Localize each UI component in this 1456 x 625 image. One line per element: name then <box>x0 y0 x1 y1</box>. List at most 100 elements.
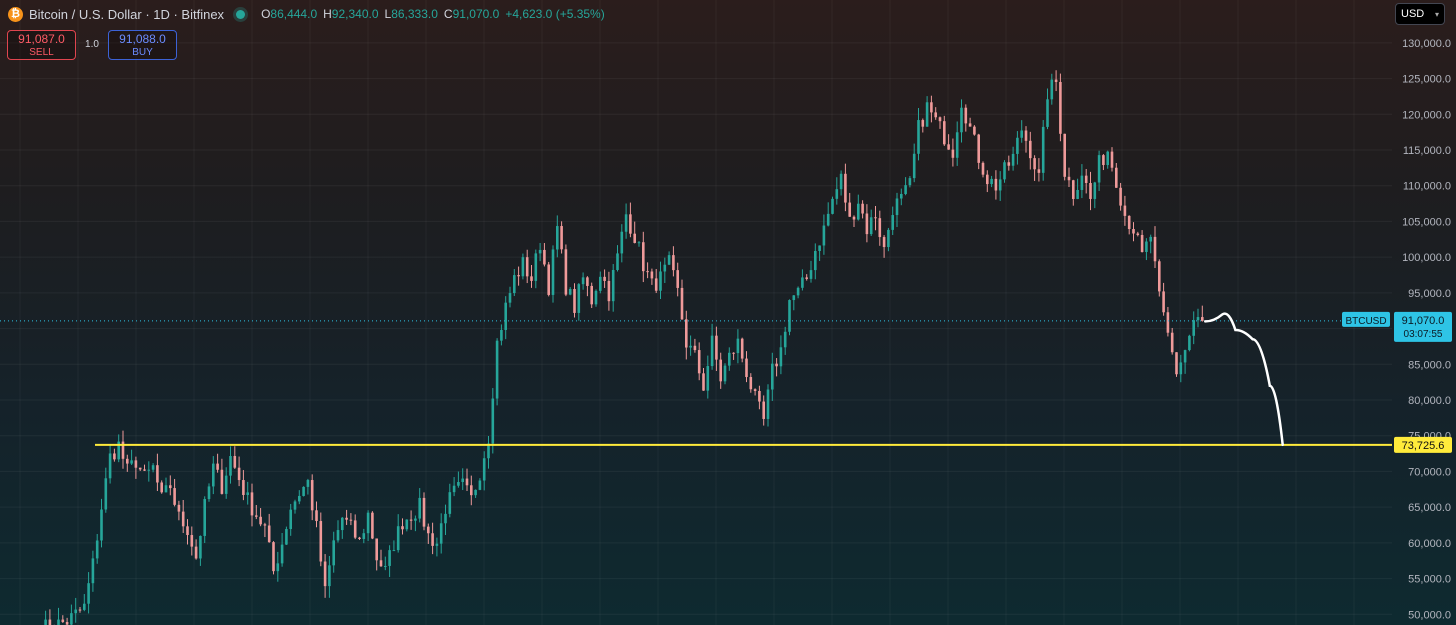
candle-body <box>1020 130 1023 138</box>
candle-body <box>607 280 611 302</box>
candle-body <box>310 480 314 511</box>
candle-body <box>332 540 335 566</box>
candle-body <box>1196 317 1200 321</box>
candle-body <box>844 173 847 203</box>
candle-body <box>233 456 237 468</box>
candle-body <box>156 465 159 483</box>
candle-body <box>642 242 645 272</box>
candle-body <box>371 512 374 539</box>
candle-body <box>1102 155 1105 166</box>
candle-body <box>169 485 172 489</box>
candle-body <box>216 463 219 470</box>
candle-body <box>500 329 503 341</box>
candle-body <box>1080 175 1084 190</box>
candle-body <box>1007 162 1011 166</box>
candle-body <box>710 335 714 367</box>
candle-body <box>457 482 460 486</box>
candle-body <box>1119 187 1122 206</box>
candle-body <box>719 359 722 382</box>
low-label: L <box>384 7 392 21</box>
candle-body <box>740 338 744 359</box>
candle-body <box>908 178 912 186</box>
candle-body <box>401 526 404 530</box>
candle-body <box>1166 312 1170 333</box>
quantity-field[interactable]: 1.0 <box>85 39 99 50</box>
candle-body <box>1011 153 1015 166</box>
candle-body <box>912 153 916 179</box>
candle-body <box>1149 236 1152 242</box>
candle-body <box>513 275 516 294</box>
candle-body <box>685 319 688 348</box>
candle-body <box>758 390 761 402</box>
chart-overlays <box>0 312 1392 447</box>
candle-body <box>1140 234 1144 252</box>
candle-body <box>328 565 331 587</box>
candle-body <box>138 467 142 470</box>
buy-label: BUY <box>132 47 153 58</box>
buy-button[interactable]: 91,088.0 BUY <box>108 30 177 60</box>
candle-body <box>61 619 65 623</box>
candle-body <box>693 345 697 351</box>
close-label: C <box>443 7 453 21</box>
candle-body <box>814 250 817 271</box>
candle-body <box>1145 241 1148 252</box>
candle-body <box>1201 317 1204 321</box>
candle-body <box>938 117 942 122</box>
symbol-title[interactable]: Bitcoin / U.S. Dollar · 1D · Bitfinex <box>29 6 225 22</box>
sell-button[interactable]: 91,087.0 SELL <box>7 30 76 60</box>
price-tick-label: 65,000.0 <box>1408 502 1451 514</box>
candle-body <box>130 460 133 464</box>
candle-body <box>65 622 69 625</box>
candle-body <box>87 583 90 604</box>
candle-body <box>349 519 353 521</box>
buy-price: 91,088.0 <box>119 32 166 46</box>
candle-body <box>633 233 636 243</box>
candle-body <box>667 255 671 265</box>
candle-body <box>1127 215 1131 230</box>
candle-body <box>444 513 447 524</box>
high-value: 92,340.0 <box>331 7 379 21</box>
candle-body <box>422 497 426 527</box>
candle-body <box>181 511 185 527</box>
candle-body <box>117 441 120 460</box>
candle-body <box>392 550 396 552</box>
candle-body <box>848 202 851 217</box>
candle-body <box>835 189 839 199</box>
candle-body <box>229 456 232 476</box>
candle-body <box>508 293 512 303</box>
candle-body <box>796 287 800 296</box>
high-label: H <box>323 7 332 21</box>
price-axis[interactable]: 50,000.0 55,000.0 60,000.0 65,000.0 70,000.0… <box>1342 38 1452 621</box>
candle-body <box>298 495 301 502</box>
candle-body <box>272 542 275 572</box>
candle-body <box>521 257 525 277</box>
candle-body <box>246 492 249 495</box>
chart-grid <box>0 0 1392 625</box>
candle-body <box>427 526 430 534</box>
candle-body <box>590 285 593 305</box>
change-value: +4,623.0 (+5.35%) <box>505 7 605 21</box>
candle-body <box>1093 182 1097 199</box>
candle-body <box>100 509 103 541</box>
low-value: 86,333.0 <box>391 7 438 21</box>
market-status-icon[interactable] <box>236 9 246 19</box>
candle-body <box>1153 236 1157 262</box>
candle-body <box>611 269 615 302</box>
candle-body <box>95 540 99 559</box>
candle-body <box>1063 133 1066 177</box>
currency-selector[interactable]: USD ▾ <box>1395 3 1445 25</box>
candle-body <box>543 249 546 265</box>
candle-body <box>551 249 555 295</box>
candle-body <box>1183 350 1187 363</box>
price-tick-label: 100,000.0 <box>1402 252 1451 264</box>
candle-body <box>981 162 985 175</box>
candle-body <box>465 478 469 486</box>
candle-body <box>504 302 507 330</box>
candle-body <box>302 486 305 496</box>
candle-body <box>594 290 598 305</box>
candle-body <box>599 276 602 291</box>
candle-body <box>887 229 890 248</box>
candle-body <box>680 287 684 320</box>
candle-body <box>968 123 972 127</box>
